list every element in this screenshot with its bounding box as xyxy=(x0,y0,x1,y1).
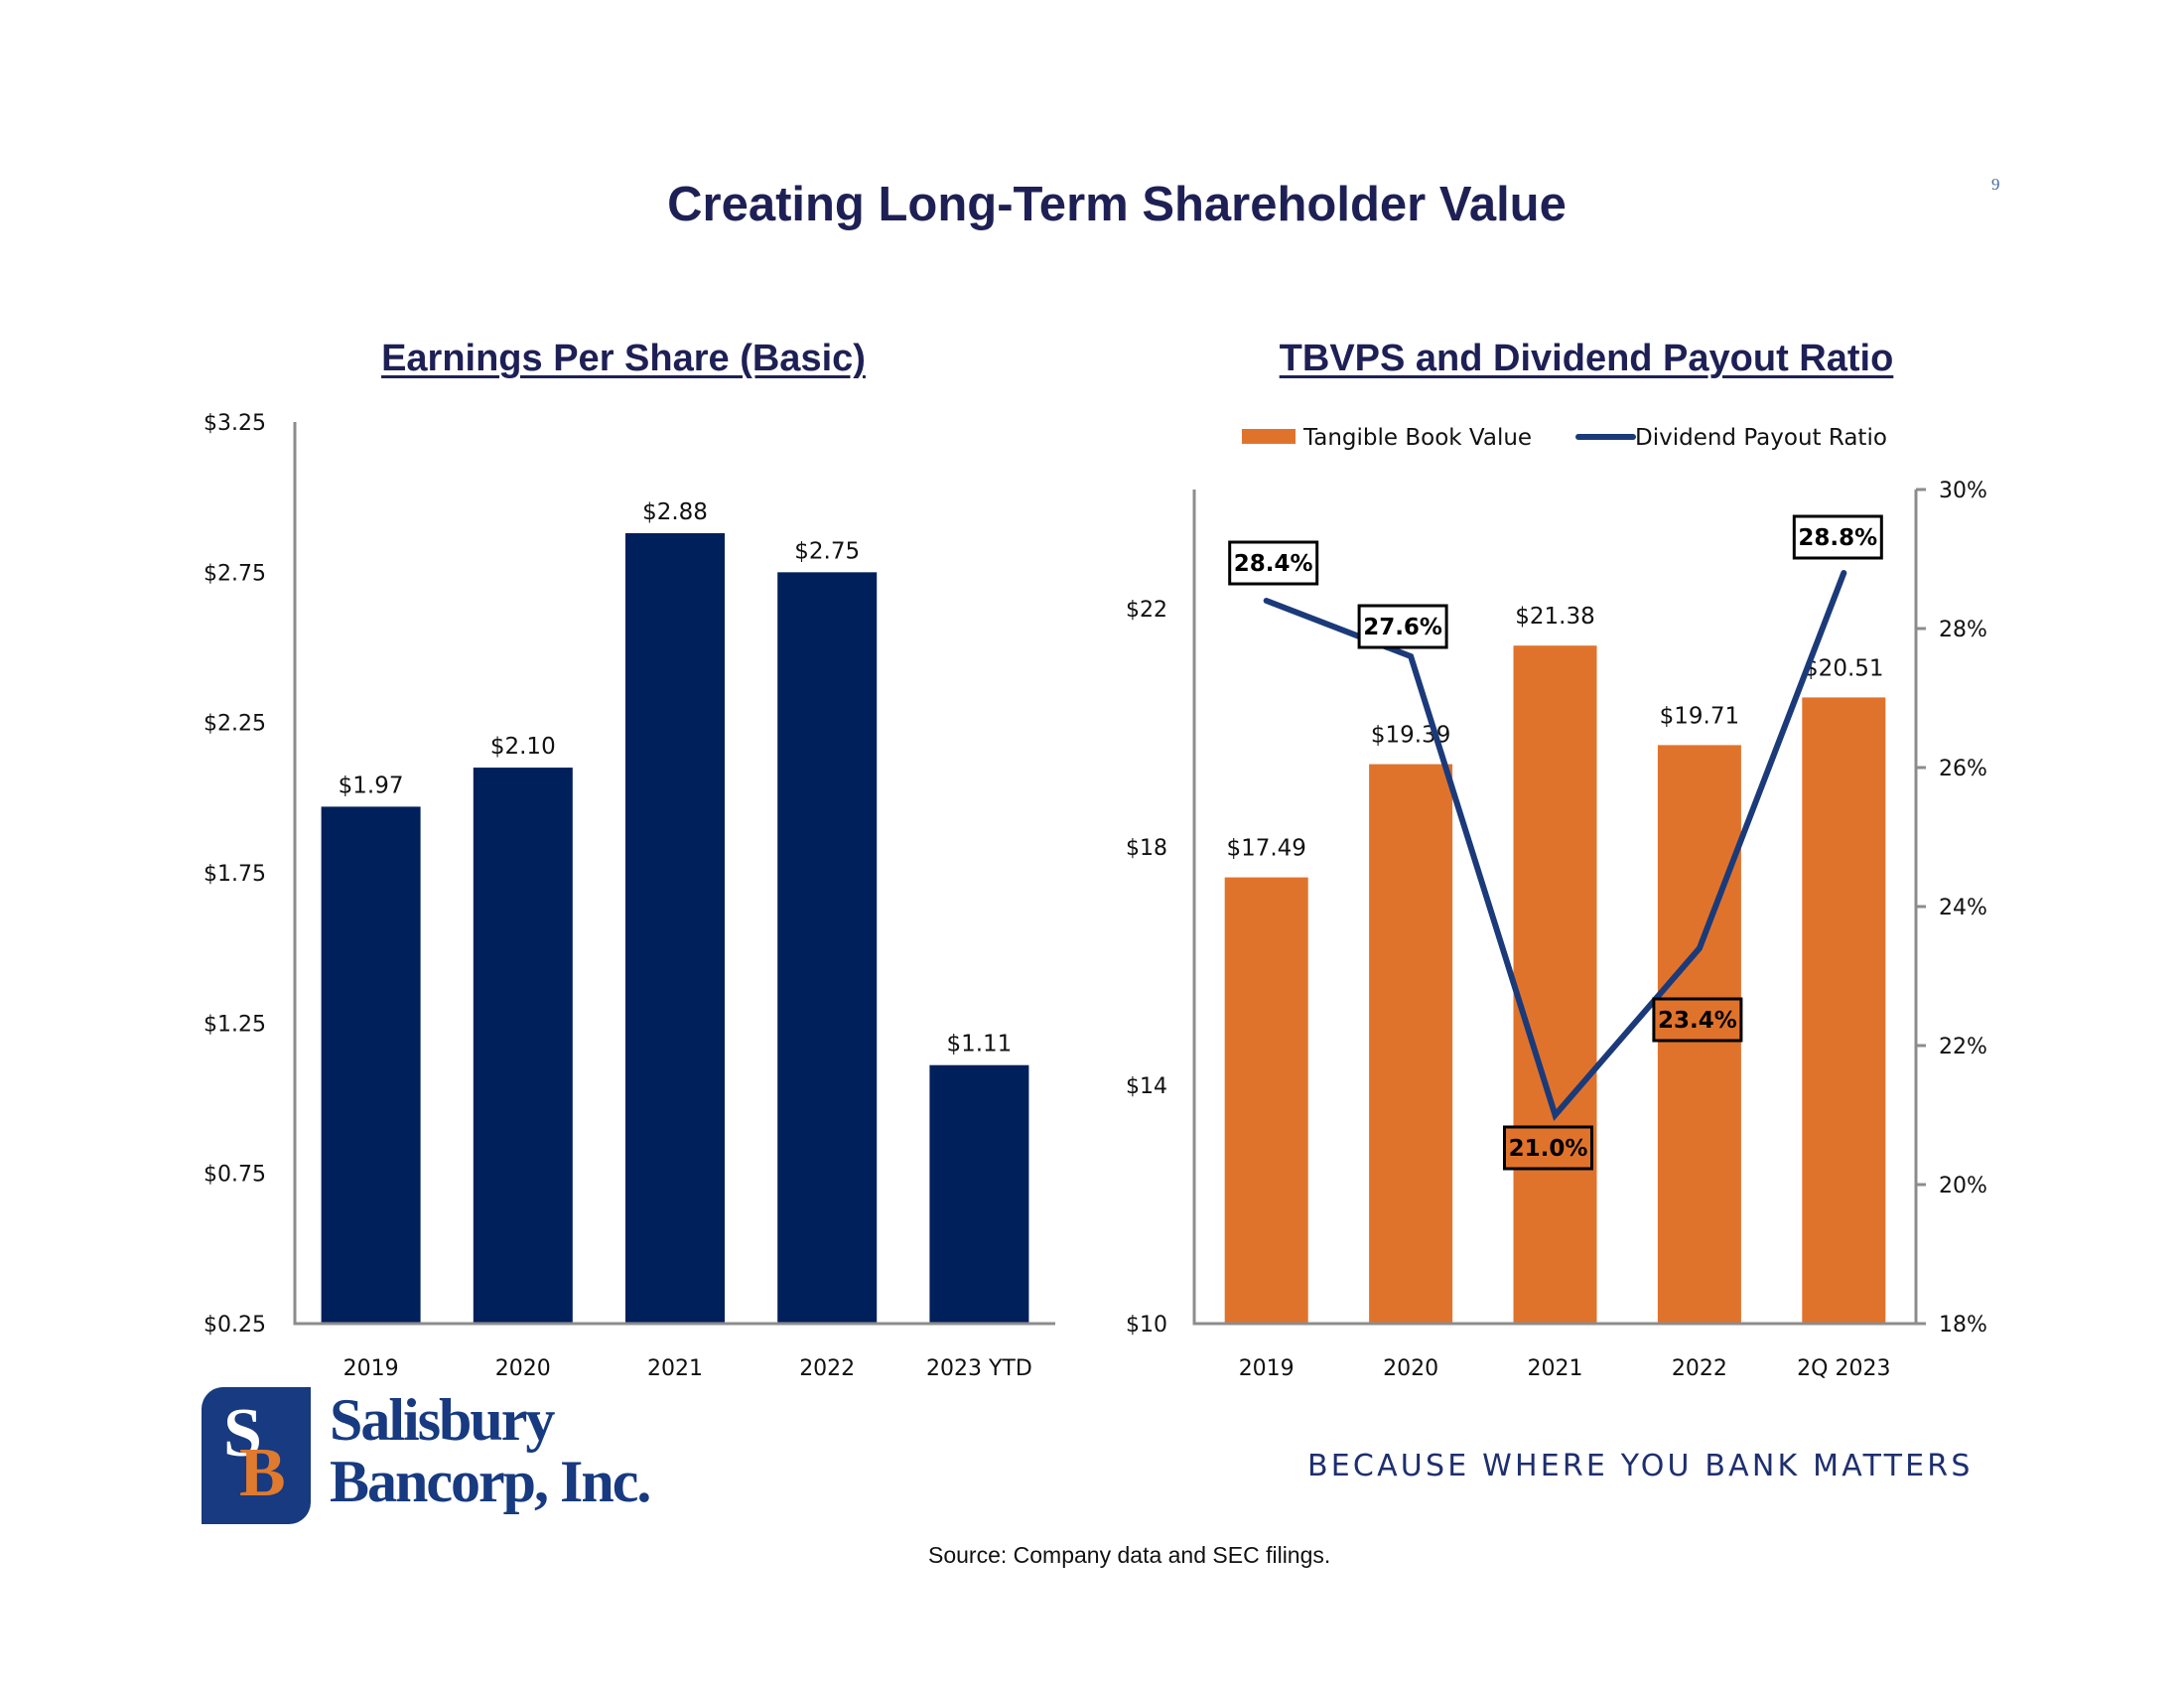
legend-label-dividend-payout-ratio: Dividend Payout Ratio xyxy=(1635,425,1887,451)
tbv-value-label: $21.38 xyxy=(1515,604,1594,630)
source-note: Source: Company data and SEC filings. xyxy=(928,1542,1331,1568)
y-tick-label: $3.25 xyxy=(204,411,266,436)
y-tick-label-left: $10 xyxy=(1126,1313,1167,1337)
y-tick-label-left: $18 xyxy=(1126,836,1167,861)
eps-bar xyxy=(929,1064,1029,1324)
y-tick-label-right: 24% xyxy=(1939,896,1987,920)
x-tick-label: 2Q 2023 xyxy=(1797,1356,1890,1381)
y-tick-label: $0.75 xyxy=(204,1163,266,1188)
brand-name-line2: Bancorp, Inc. xyxy=(330,1449,651,1514)
x-tick-label: 2021 xyxy=(647,1356,703,1381)
legend-label-tangible-book-value: Tangible Book Value xyxy=(1302,425,1532,451)
eps-value-label: $2.10 xyxy=(490,734,556,760)
y-tick-label: $2.75 xyxy=(204,561,266,586)
payout-value-label: 28.4% xyxy=(1234,551,1313,577)
x-tick-label: 2020 xyxy=(495,1356,551,1381)
y-tick-label: $2.25 xyxy=(204,712,266,737)
eps-bar xyxy=(777,572,878,1324)
x-tick-label: 2019 xyxy=(1239,1356,1295,1381)
logo-letter-s: S xyxy=(223,1395,262,1472)
x-tick-label: 2023 YTD xyxy=(926,1356,1032,1381)
y-tick-label-right: 30% xyxy=(1939,479,1987,503)
payout-label-box xyxy=(1357,604,1448,649)
y-tick-label: $0.25 xyxy=(204,1313,266,1337)
tbv-bar xyxy=(1224,877,1308,1324)
x-tick-label: 2020 xyxy=(1383,1356,1438,1381)
tbv-value-label: $19.71 xyxy=(1660,703,1739,729)
logo-letter-b: B xyxy=(239,1435,286,1511)
x-tick-label: 2019 xyxy=(343,1356,399,1381)
tbv-bar xyxy=(1369,764,1453,1324)
eps-value-label: $1.97 xyxy=(339,773,404,798)
eps-bar xyxy=(321,806,421,1324)
page-number: 9 xyxy=(1991,175,2000,194)
eps-value-label: $2.75 xyxy=(794,538,860,564)
salisbury-logo-icon: S B xyxy=(202,1387,311,1524)
payout-value-label: 28.8% xyxy=(1798,525,1877,551)
y-tick-label: $1.75 xyxy=(204,862,266,887)
payout-label-box xyxy=(1792,514,1883,560)
y-tick-label-right: 28% xyxy=(1939,618,1987,642)
eps-value-label: $1.11 xyxy=(946,1032,1012,1057)
y-tick-label: $1.25 xyxy=(204,1012,266,1037)
y-tick-label-right: 26% xyxy=(1939,757,1987,781)
eps-bar xyxy=(625,532,725,1324)
page-title: Creating Long-Term Shareholder Value xyxy=(667,178,1567,231)
eps-chart: $1.97 2019 $2.10 2020 $2.88 2021 $2.75 2022 $1.1… xyxy=(204,411,1055,1381)
eps-bar xyxy=(473,768,573,1324)
payout-label-box xyxy=(1503,1125,1593,1171)
payout-label-box xyxy=(1228,540,1319,586)
y-tick-label-right: 22% xyxy=(1939,1035,1987,1059)
legend-swatch-tangible-book-value xyxy=(1242,429,1296,444)
eps-value-label: $2.88 xyxy=(642,499,708,525)
payout-label-box xyxy=(1652,997,1743,1043)
eps-chart-title: Earnings Per Share (Basic) xyxy=(381,338,866,379)
x-tick-label: 2022 xyxy=(799,1356,855,1381)
x-tick-label: 2021 xyxy=(1528,1356,1583,1381)
tbvps-chart-title: TBVPS and Dividend Payout Ratio xyxy=(1279,338,1894,379)
tagline: BECAUSE WHERE YOU BANK MATTERS xyxy=(1307,1449,1974,1483)
payout-value-label: 27.6% xyxy=(1363,615,1442,640)
tbv-bar xyxy=(1802,697,1886,1324)
y-tick-label-right: 20% xyxy=(1939,1174,1987,1198)
x-tick-label: 2022 xyxy=(1672,1356,1727,1381)
payout-value-label: 21.0% xyxy=(1509,1136,1588,1162)
tbvps-chart: $17.492019$19.392020$21.382021$19.712022… xyxy=(1126,425,1987,1381)
tbv-value-label: $20.51 xyxy=(1804,655,1883,681)
payout-value-label: 23.4% xyxy=(1658,1008,1737,1034)
brand-name-line1: Salisbury xyxy=(330,1387,555,1453)
y-tick-label-left: $22 xyxy=(1126,598,1167,623)
y-tick-label-left: $14 xyxy=(1126,1074,1167,1099)
tbv-value-label: $17.49 xyxy=(1226,836,1305,862)
tbv-bar xyxy=(1513,645,1597,1324)
y-tick-label-right: 18% xyxy=(1939,1313,1987,1337)
